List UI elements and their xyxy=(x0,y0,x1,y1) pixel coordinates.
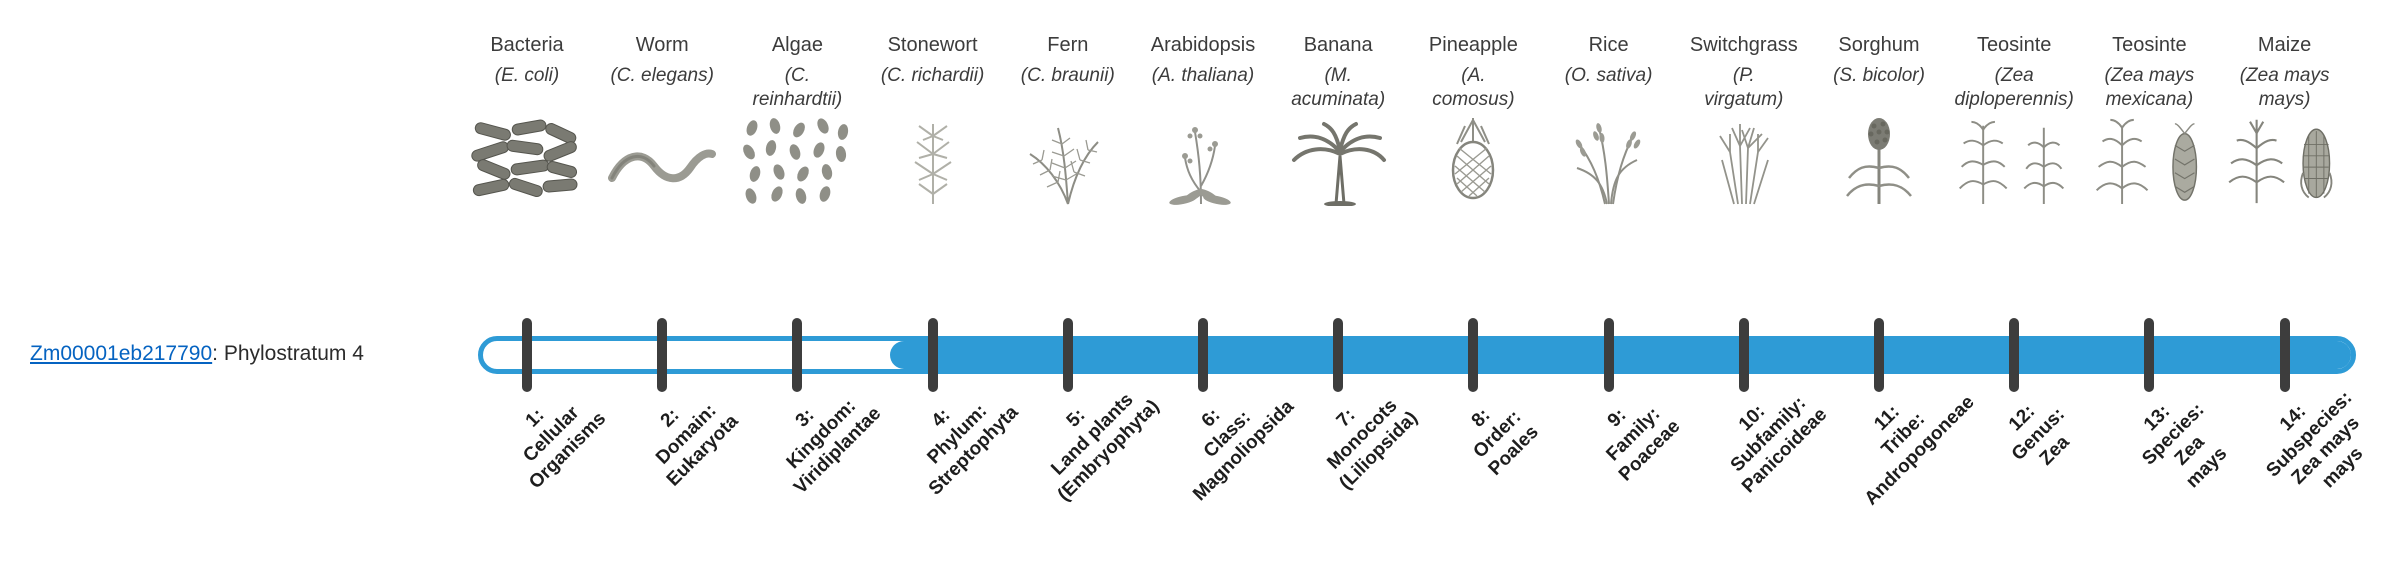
phylostratum-tick xyxy=(927,318,938,392)
organism-scientific-name: (C. reinhardtii) xyxy=(752,65,843,110)
organism-scientific-name: (Zea mays mexicana) xyxy=(2104,65,2195,110)
phylostrata-bar xyxy=(478,336,2356,374)
gene-phylostratum-text: : Phylostratum 4 xyxy=(212,342,364,365)
fern-icon xyxy=(993,114,1143,206)
organism-scientific-name: (C. elegans) xyxy=(610,65,714,86)
organism-common-name: Maize xyxy=(2257,34,2312,56)
sorghum-icon xyxy=(1804,114,1954,206)
organism-common-name: Pineapple xyxy=(1428,34,1518,56)
organism-scientific-name: (P. virgatum) xyxy=(1704,65,1784,110)
phylostratum-tick xyxy=(2144,318,2155,392)
pineapple-icon xyxy=(1398,114,1548,206)
phylostratum-tick xyxy=(1738,318,1749,392)
organism-common-name: Worm xyxy=(635,34,689,56)
phylostratum-tick xyxy=(1062,318,1073,392)
organism-common-name: Rice xyxy=(1588,34,1629,56)
organism-common-name: Switchgrass xyxy=(1689,34,1798,56)
organism-scientific-name: (M. acuminata) xyxy=(1291,65,1386,110)
phylostrata-bar-fill xyxy=(890,341,2351,369)
organism-common-name: Teosinte xyxy=(2112,34,2187,56)
organism-common-name: Bacteria xyxy=(490,34,564,56)
bacteria-icon xyxy=(452,114,602,206)
organism-scientific-name: (C. braunii) xyxy=(1020,65,1115,86)
banana-icon xyxy=(1263,114,1413,206)
phylostratum-tick xyxy=(1468,318,1479,392)
organism-common-name: Arabidopsis xyxy=(1150,34,1256,56)
organism-scientific-name: (C. richardii) xyxy=(880,65,985,86)
teosinte-spike-icon xyxy=(2074,114,2224,206)
phylostratum-tick xyxy=(1333,318,1344,392)
phylostratum-tick xyxy=(1198,318,1208,392)
organism-scientific-name: (E. coli) xyxy=(494,65,560,86)
organism-common-name: Fern xyxy=(1047,34,1089,56)
organism-common-name: Stonewort xyxy=(887,34,978,56)
phylostratum-tick xyxy=(792,318,803,392)
organism-scientific-name: (S. bicolor) xyxy=(1833,65,1925,86)
switchgrass-icon xyxy=(1669,114,1819,206)
maize-icon xyxy=(2210,114,2360,206)
organism-scientific-name: (Zea diploperennis) xyxy=(1954,65,2074,110)
phylostratum-tick xyxy=(657,318,668,392)
stonewort-icon xyxy=(858,114,1008,206)
phylostratum-tick xyxy=(1603,318,1614,392)
phylostratum-tick xyxy=(522,318,532,392)
gene-id-link[interactable]: Zm00001eb217790 xyxy=(30,342,213,365)
organism-scientific-name: (O. sativa) xyxy=(1564,65,1653,86)
gene-label: Zm00001eb217790: Phylostratum 4 xyxy=(30,342,364,366)
phylostratum-tick xyxy=(2279,318,2290,392)
worm-icon xyxy=(587,114,737,206)
organism-common-name: Sorghum xyxy=(1838,34,1920,56)
organism-common-name: Teosinte xyxy=(1976,34,2052,56)
organism-common-name: Algae xyxy=(771,34,823,56)
organism-scientific-name: (Zea mays mays) xyxy=(2239,65,2330,110)
organism-scientific-name: (A. thaliana) xyxy=(1151,65,1255,86)
organism-scientific-name: (A. comosus) xyxy=(1432,65,1515,110)
phylostratum-tick xyxy=(2009,318,2020,392)
arabidopsis-icon xyxy=(1128,114,1278,206)
algae-icon xyxy=(722,114,872,206)
organism-common-name: Banana xyxy=(1303,34,1373,56)
rice-icon xyxy=(1534,114,1684,206)
teosinte-icon xyxy=(1939,114,2089,206)
phylostratum-tick xyxy=(1874,318,1884,392)
